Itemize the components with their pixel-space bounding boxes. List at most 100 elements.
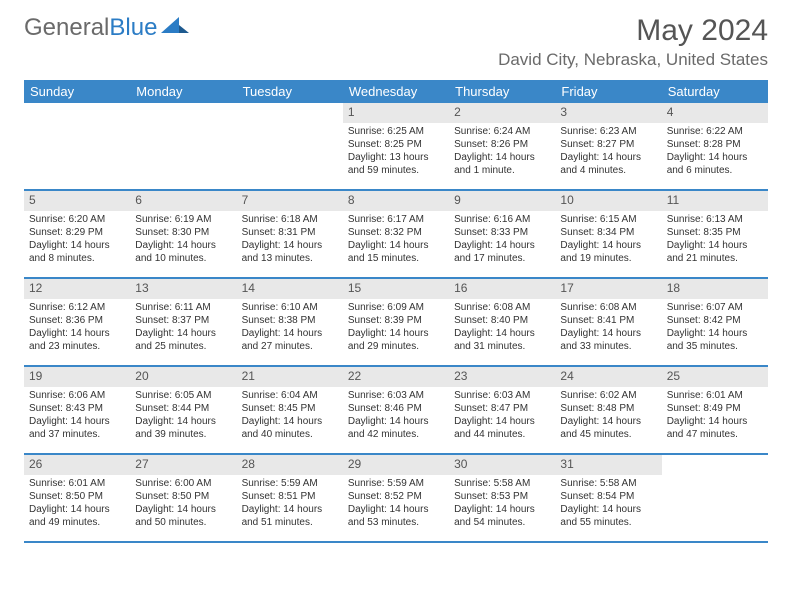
daylight-text: Daylight: 14 hours and 42 minutes.	[348, 415, 444, 441]
calendar-cell: 6Sunrise: 6:19 AMSunset: 8:30 PMDaylight…	[130, 191, 236, 277]
sunset-text: Sunset: 8:28 PM	[667, 138, 763, 151]
day-header-cell: Tuesday	[237, 80, 343, 103]
calendar-cell	[662, 455, 768, 541]
logo-triangle-icon	[161, 14, 189, 42]
day-detail: Sunrise: 6:15 AMSunset: 8:34 PMDaylight:…	[555, 213, 661, 269]
sunrise-text: Sunrise: 6:17 AM	[348, 213, 444, 226]
daylight-text: Daylight: 14 hours and 15 minutes.	[348, 239, 444, 265]
sunset-text: Sunset: 8:30 PM	[135, 226, 231, 239]
sunrise-text: Sunrise: 6:25 AM	[348, 125, 444, 138]
sunset-text: Sunset: 8:46 PM	[348, 402, 444, 415]
day-detail: Sunrise: 6:02 AMSunset: 8:48 PMDaylight:…	[555, 389, 661, 445]
day-header-cell: Sunday	[24, 80, 130, 103]
sunrise-text: Sunrise: 6:15 AM	[560, 213, 656, 226]
daylight-text: Daylight: 14 hours and 40 minutes.	[242, 415, 338, 441]
daylight-text: Daylight: 14 hours and 47 minutes.	[667, 415, 763, 441]
day-number: 5	[24, 191, 130, 211]
calendar-cell: 24Sunrise: 6:02 AMSunset: 8:48 PMDayligh…	[555, 367, 661, 453]
calendar-week: 5Sunrise: 6:20 AMSunset: 8:29 PMDaylight…	[24, 191, 768, 279]
sunset-text: Sunset: 8:49 PM	[667, 402, 763, 415]
day-detail: Sunrise: 6:24 AMSunset: 8:26 PMDaylight:…	[449, 125, 555, 181]
day-detail: Sunrise: 6:06 AMSunset: 8:43 PMDaylight:…	[24, 389, 130, 445]
calendar-week: 26Sunrise: 6:01 AMSunset: 8:50 PMDayligh…	[24, 455, 768, 543]
day-header-cell: Wednesday	[343, 80, 449, 103]
day-number: 4	[662, 103, 768, 123]
calendar-cell: 14Sunrise: 6:10 AMSunset: 8:38 PMDayligh…	[237, 279, 343, 365]
calendar-cell: 7Sunrise: 6:18 AMSunset: 8:31 PMDaylight…	[237, 191, 343, 277]
sunset-text: Sunset: 8:37 PM	[135, 314, 231, 327]
day-number: 1	[343, 103, 449, 123]
sunrise-text: Sunrise: 5:59 AM	[242, 477, 338, 490]
sunrise-text: Sunrise: 6:03 AM	[454, 389, 550, 402]
sunrise-text: Sunrise: 6:16 AM	[454, 213, 550, 226]
daylight-text: Daylight: 14 hours and 6 minutes.	[667, 151, 763, 177]
page-header: GeneralBlue May 2024 David City, Nebrask…	[0, 0, 792, 76]
day-detail: Sunrise: 6:18 AMSunset: 8:31 PMDaylight:…	[237, 213, 343, 269]
daylight-text: Daylight: 14 hours and 54 minutes.	[454, 503, 550, 529]
logo: GeneralBlue	[24, 14, 189, 42]
day-number: 7	[237, 191, 343, 211]
daylight-text: Daylight: 14 hours and 37 minutes.	[29, 415, 125, 441]
calendar-cell: 4Sunrise: 6:22 AMSunset: 8:28 PMDaylight…	[662, 103, 768, 189]
day-detail: Sunrise: 5:59 AMSunset: 8:52 PMDaylight:…	[343, 477, 449, 533]
daylight-text: Daylight: 14 hours and 53 minutes.	[348, 503, 444, 529]
daylight-text: Daylight: 14 hours and 19 minutes.	[560, 239, 656, 265]
day-number: 18	[662, 279, 768, 299]
daylight-text: Daylight: 14 hours and 31 minutes.	[454, 327, 550, 353]
day-detail: Sunrise: 6:12 AMSunset: 8:36 PMDaylight:…	[24, 301, 130, 357]
daylight-text: Daylight: 14 hours and 33 minutes.	[560, 327, 656, 353]
title-block: May 2024 David City, Nebraska, United St…	[498, 14, 768, 70]
day-number: 11	[662, 191, 768, 211]
day-number: 26	[24, 455, 130, 475]
sunrise-text: Sunrise: 6:10 AM	[242, 301, 338, 314]
sunrise-text: Sunrise: 6:08 AM	[560, 301, 656, 314]
day-number: 16	[449, 279, 555, 299]
sunset-text: Sunset: 8:54 PM	[560, 490, 656, 503]
day-detail: Sunrise: 6:00 AMSunset: 8:50 PMDaylight:…	[130, 477, 236, 533]
calendar-cell: 16Sunrise: 6:08 AMSunset: 8:40 PMDayligh…	[449, 279, 555, 365]
calendar-cell: 21Sunrise: 6:04 AMSunset: 8:45 PMDayligh…	[237, 367, 343, 453]
day-number: 28	[237, 455, 343, 475]
daylight-text: Daylight: 14 hours and 29 minutes.	[348, 327, 444, 353]
calendar-cell: 13Sunrise: 6:11 AMSunset: 8:37 PMDayligh…	[130, 279, 236, 365]
calendar-cell: 15Sunrise: 6:09 AMSunset: 8:39 PMDayligh…	[343, 279, 449, 365]
day-number: 23	[449, 367, 555, 387]
day-number: 20	[130, 367, 236, 387]
daylight-text: Daylight: 14 hours and 44 minutes.	[454, 415, 550, 441]
sunset-text: Sunset: 8:52 PM	[348, 490, 444, 503]
day-number: 2	[449, 103, 555, 123]
day-detail: Sunrise: 6:09 AMSunset: 8:39 PMDaylight:…	[343, 301, 449, 357]
day-detail: Sunrise: 6:03 AMSunset: 8:47 PMDaylight:…	[449, 389, 555, 445]
sunrise-text: Sunrise: 6:01 AM	[667, 389, 763, 402]
sunrise-text: Sunrise: 6:20 AM	[29, 213, 125, 226]
calendar-cell	[237, 103, 343, 189]
calendar-cell: 26Sunrise: 6:01 AMSunset: 8:50 PMDayligh…	[24, 455, 130, 541]
calendar-cell: 27Sunrise: 6:00 AMSunset: 8:50 PMDayligh…	[130, 455, 236, 541]
sunrise-text: Sunrise: 6:00 AM	[135, 477, 231, 490]
calendar-cell: 20Sunrise: 6:05 AMSunset: 8:44 PMDayligh…	[130, 367, 236, 453]
calendar-cell: 30Sunrise: 5:58 AMSunset: 8:53 PMDayligh…	[449, 455, 555, 541]
day-number: 14	[237, 279, 343, 299]
day-detail: Sunrise: 6:13 AMSunset: 8:35 PMDaylight:…	[662, 213, 768, 269]
daylight-text: Daylight: 14 hours and 50 minutes.	[135, 503, 231, 529]
sunrise-text: Sunrise: 6:09 AM	[348, 301, 444, 314]
calendar-cell: 11Sunrise: 6:13 AMSunset: 8:35 PMDayligh…	[662, 191, 768, 277]
sunset-text: Sunset: 8:51 PM	[242, 490, 338, 503]
daylight-text: Daylight: 14 hours and 17 minutes.	[454, 239, 550, 265]
day-number: 10	[555, 191, 661, 211]
day-number: 12	[24, 279, 130, 299]
daylight-text: Daylight: 14 hours and 39 minutes.	[135, 415, 231, 441]
calendar-cell: 2Sunrise: 6:24 AMSunset: 8:26 PMDaylight…	[449, 103, 555, 189]
daylight-text: Daylight: 14 hours and 45 minutes.	[560, 415, 656, 441]
day-detail: Sunrise: 6:23 AMSunset: 8:27 PMDaylight:…	[555, 125, 661, 181]
day-number: 3	[555, 103, 661, 123]
daylight-text: Daylight: 14 hours and 4 minutes.	[560, 151, 656, 177]
day-detail: Sunrise: 6:05 AMSunset: 8:44 PMDaylight:…	[130, 389, 236, 445]
calendar-cell: 18Sunrise: 6:07 AMSunset: 8:42 PMDayligh…	[662, 279, 768, 365]
sunrise-text: Sunrise: 6:13 AM	[667, 213, 763, 226]
day-number: 13	[130, 279, 236, 299]
calendar-cell: 5Sunrise: 6:20 AMSunset: 8:29 PMDaylight…	[24, 191, 130, 277]
day-detail: Sunrise: 6:11 AMSunset: 8:37 PMDaylight:…	[130, 301, 236, 357]
day-header-cell: Monday	[130, 80, 236, 103]
day-number: 21	[237, 367, 343, 387]
